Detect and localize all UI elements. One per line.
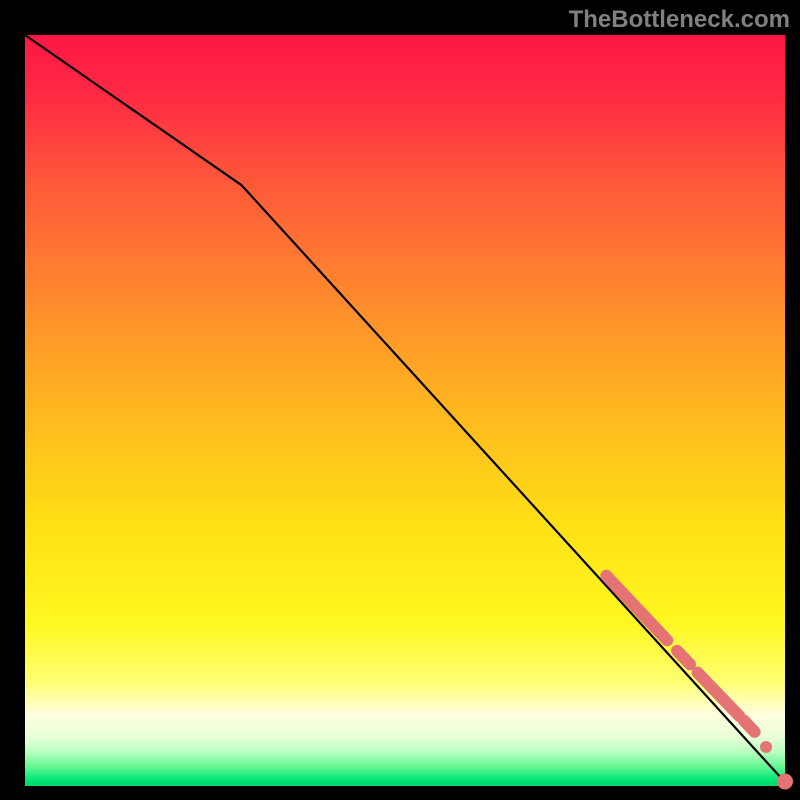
plot-frame <box>23 33 787 788</box>
gradient-background <box>25 35 785 786</box>
chart-stage: TheBottleneck.com <box>0 0 800 800</box>
watermark-text: TheBottleneck.com <box>569 6 790 34</box>
